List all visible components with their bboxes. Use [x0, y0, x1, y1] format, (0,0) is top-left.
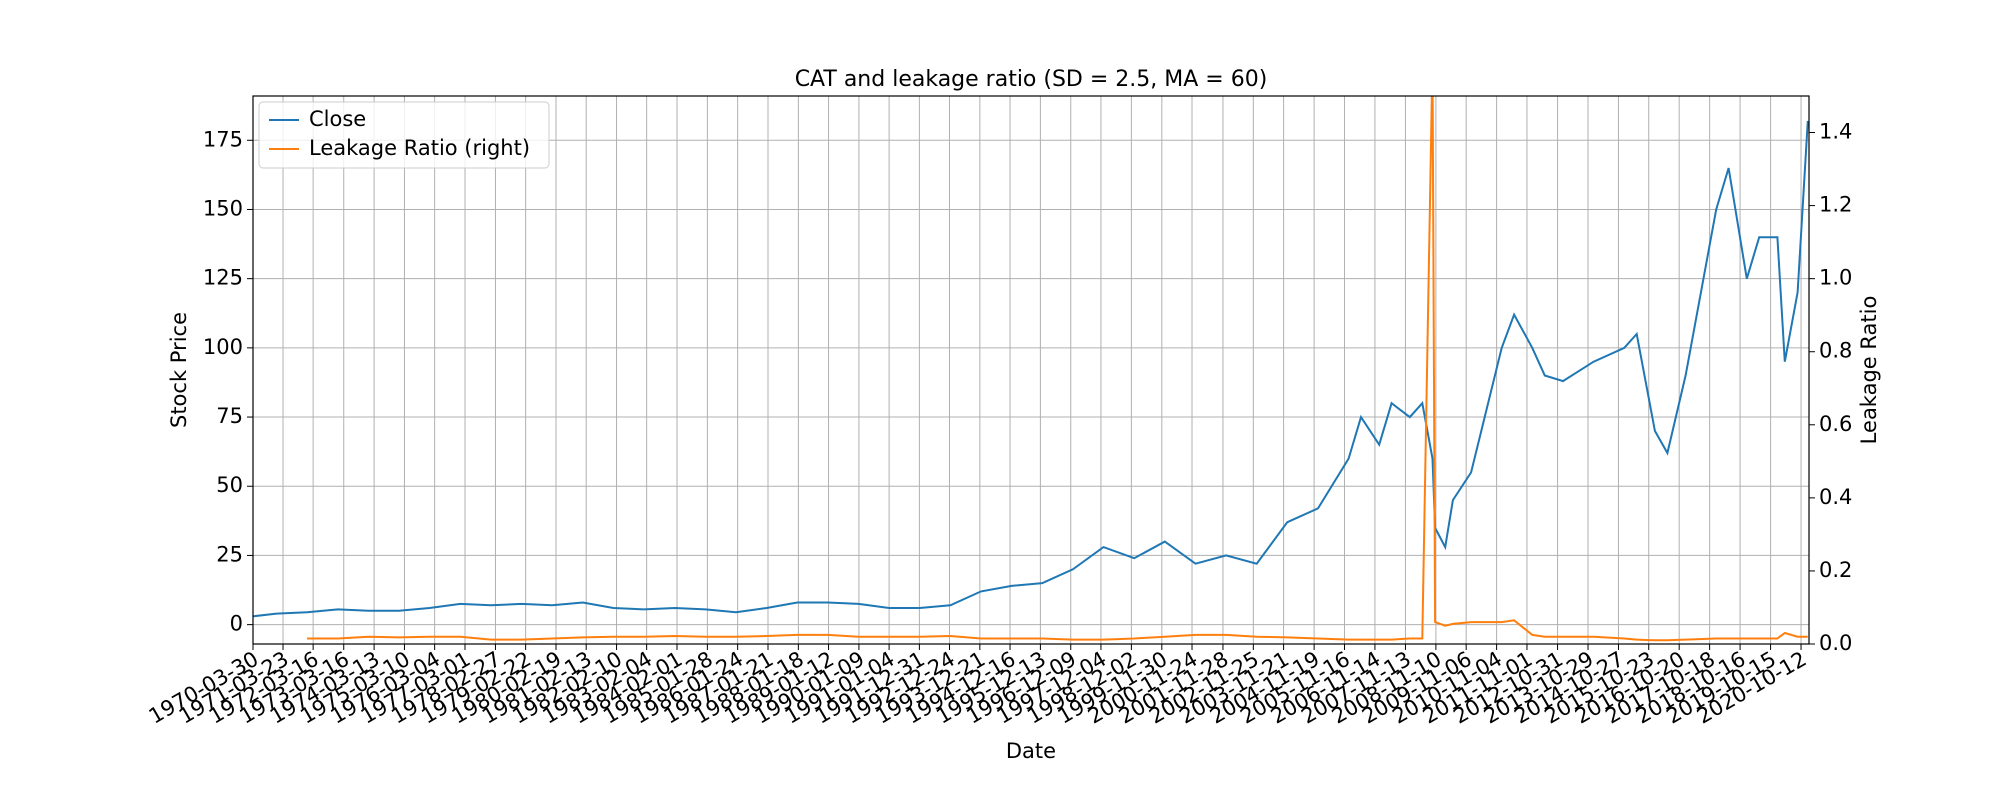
y2-tick-label: 0.4: [1819, 485, 1852, 509]
y2-tick-label: 0.8: [1819, 339, 1852, 363]
series-line: [253, 120, 1809, 618]
y2-tick-label: 1.2: [1819, 193, 1852, 217]
y2-tick-label: 0.2: [1819, 558, 1852, 582]
y2-tick-label: 1.0: [1819, 266, 1852, 290]
y-tick-label: 0: [230, 612, 243, 636]
y-tick-label: 125: [203, 266, 243, 290]
y-tick-label: 150: [203, 196, 243, 220]
legend-label: Leakage Ratio (right): [309, 136, 530, 160]
plot-frame: [252, 95, 1810, 645]
x-axis-label: Date: [1006, 739, 1056, 763]
y2-tick-label: 0.0: [1819, 631, 1852, 655]
y-axis-label: Stock Price: [167, 312, 191, 428]
y-tick-label: 75: [216, 404, 243, 428]
y2-tick-label: 1.4: [1819, 120, 1852, 144]
y-tick-label: 100: [203, 335, 243, 359]
legend: Close Leakage Ratio (right): [258, 101, 550, 169]
y2-axis-label: Leakage Ratio: [1857, 296, 1881, 445]
y2-tick-label: 0.6: [1819, 412, 1852, 436]
series-line: [307, 96, 1808, 642]
y-tick-label: 25: [216, 542, 243, 566]
chart-title: CAT and leakage ratio (SD = 2.5, MA = 60…: [795, 67, 1268, 92]
legend-box: [258, 101, 550, 169]
y-tick-label: 50: [216, 473, 243, 497]
y-tick-label: 175: [203, 127, 243, 151]
legend-label: Close: [309, 107, 366, 131]
